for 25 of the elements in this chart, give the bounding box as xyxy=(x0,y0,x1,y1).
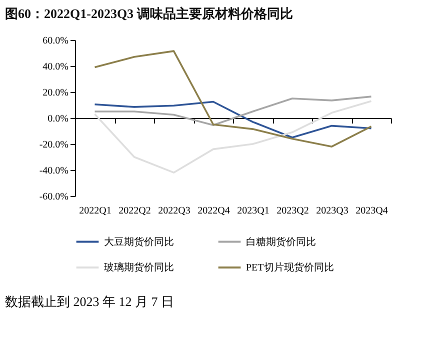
legend-label: 白糖期货价同比 xyxy=(246,236,316,248)
x-tick-label: 2023Q2 xyxy=(276,206,309,216)
y-tick-label: 60.0% xyxy=(42,36,68,46)
text: 数据截止到 2023 年 12 月 7 日 xyxy=(5,294,174,309)
x-tick-label: 2022Q3 xyxy=(158,206,190,216)
line-series xyxy=(94,96,372,126)
x-tick-label: 2023Q4 xyxy=(356,206,388,216)
x-tick-label: 2022Q1 xyxy=(79,206,112,216)
y-tick-label: -60.0% xyxy=(39,192,68,202)
y-tick-label: -20.0% xyxy=(39,140,68,150)
line-series xyxy=(94,100,372,174)
y-tick-label: -40.0% xyxy=(39,166,68,176)
line-series xyxy=(94,50,372,148)
y-tick-label: 20.0% xyxy=(42,88,68,98)
x-tick-label: 2022Q2 xyxy=(118,206,151,216)
y-tick-label: 40.0% xyxy=(42,62,68,72)
legend-label: 大豆期货价同比 xyxy=(104,236,174,248)
y-tick-label: 0.0% xyxy=(48,114,68,124)
x-tick-label: 2023Q3 xyxy=(316,206,348,216)
legend-label: PET切片现货价同比 xyxy=(246,262,334,274)
legend-label: 玻璃期货价同比 xyxy=(104,262,174,274)
x-tick-label: 2022Q4 xyxy=(198,206,230,216)
chart-title: 图60：2022Q1-2023Q3 调味品主要原材料价格同比 xyxy=(5,6,293,21)
line-series xyxy=(94,100,372,138)
x-tick-label: 2023Q1 xyxy=(237,206,270,216)
